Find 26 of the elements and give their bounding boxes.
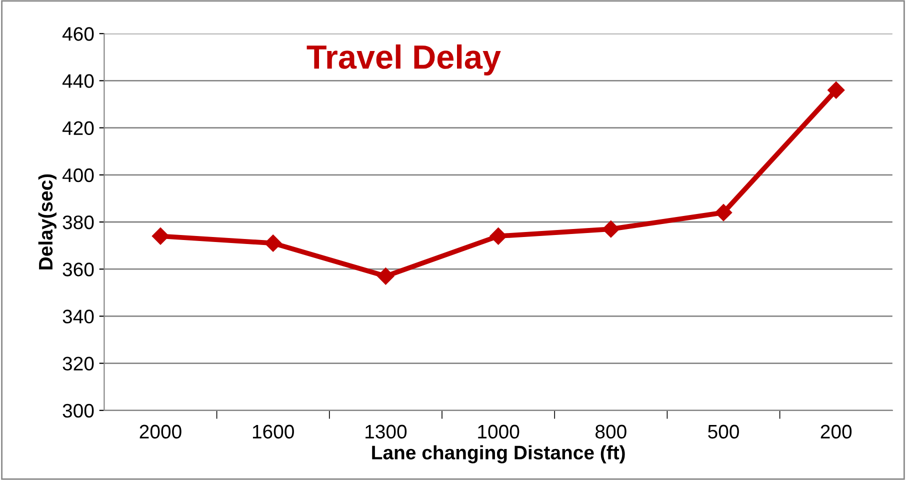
point <box>264 234 282 252</box>
chart-title: Travel Delay <box>306 44 501 76</box>
x-axis-title: Lane changing Distance (ft) <box>372 445 625 464</box>
point <box>377 268 394 285</box>
y-tick-label: 300 <box>62 404 94 418</box>
y-tick-label: 440 <box>62 74 94 88</box>
x-tick-label: 1000 <box>478 424 520 439</box>
y-tick-label: 360 <box>62 262 94 276</box>
y-tick-label: 400 <box>62 168 94 182</box>
x-tick-label: 1300 <box>366 424 407 439</box>
x-tick-label: 800 <box>596 424 626 439</box>
x-tick-label: 500 <box>708 424 739 439</box>
x-tick-label: 2000 <box>140 424 182 439</box>
y-tick-label: 340 <box>62 310 94 324</box>
y-axis-title: Delay(sec) <box>38 174 56 270</box>
point <box>714 204 732 222</box>
y-tick-label: 420 <box>62 121 94 136</box>
point <box>152 228 170 245</box>
y-tick-label: 320 <box>62 356 94 371</box>
y-tick-label: 380 <box>62 215 94 230</box>
point <box>828 82 845 99</box>
x-tick-label: 200 <box>820 424 852 439</box>
x-tick-label: 1600 <box>252 424 294 439</box>
y-tick-label: 460 <box>62 27 94 41</box>
point <box>490 228 507 245</box>
point <box>602 220 620 238</box>
